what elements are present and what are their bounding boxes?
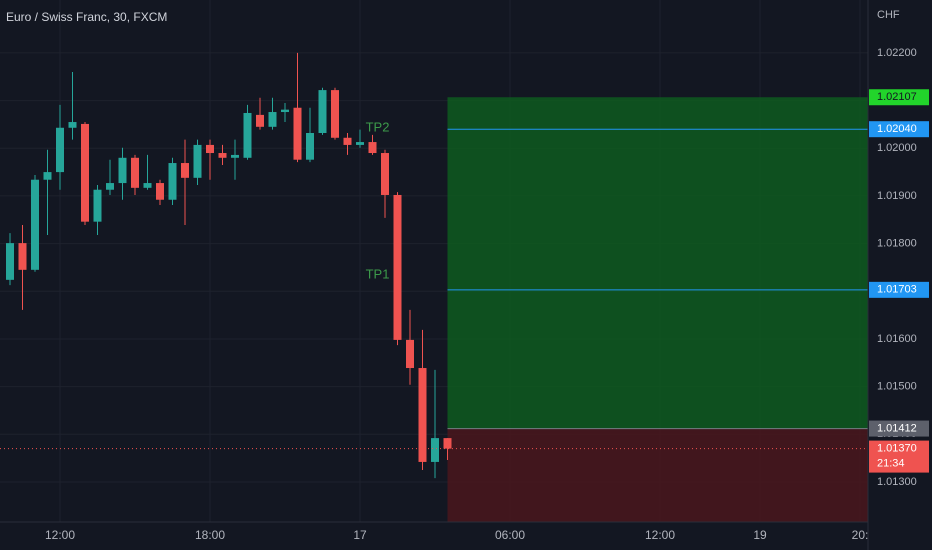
last-price-label: 1.01370 [877, 442, 917, 454]
y-tick-label: 1.01500 [877, 381, 917, 393]
candle-body [406, 339, 414, 369]
y-unit: CHF [877, 9, 900, 21]
candle-body [31, 179, 39, 270]
loss-zone [447, 428, 868, 522]
y-tick-label: 1.01300 [877, 476, 917, 488]
candle-body [168, 163, 177, 200]
candle-body [331, 90, 339, 138]
candle-body [118, 157, 127, 184]
y-tick-label: 1.01800 [877, 238, 917, 250]
level-box [869, 281, 929, 298]
candle-body [381, 153, 389, 195]
x-tick-label: 17 [353, 528, 367, 542]
candle-body [218, 153, 227, 158]
candle-body [81, 123, 89, 222]
candle-body [356, 142, 364, 145]
target-box [869, 89, 929, 106]
plot-area: 12:00 18:00 17 06:00 12:00 19 20: TP2 TP1 [0, 0, 868, 542]
y-tick-label: 1.02000 [877, 142, 917, 154]
candle-body [143, 183, 152, 188]
candle-body [368, 142, 377, 154]
candle-body [56, 127, 64, 173]
y-tick-label: 1.01900 [877, 190, 917, 202]
x-tick-label: 19 [753, 528, 767, 542]
candle-body [18, 243, 27, 270]
level-label: 1.01703 [877, 284, 917, 296]
level-box [869, 121, 929, 138]
candle-body [318, 90, 327, 134]
target-label: 1.02107 [877, 91, 917, 103]
candle-body [343, 137, 352, 145]
candle-body [281, 109, 289, 113]
candle-body [443, 438, 452, 449]
last-price-box [869, 440, 929, 473]
level-name: TP1 [366, 266, 390, 281]
chart-title: Euro / Swiss Franc, 30, FXCM [6, 10, 167, 24]
x-tick-label: 20: [852, 528, 869, 542]
profit-zone [447, 97, 868, 429]
candle-body [131, 157, 139, 188]
x-tick-label: 12:00 [645, 528, 675, 542]
level-name: TP2 [366, 120, 390, 135]
candle-body [206, 144, 214, 154]
candle-body [431, 438, 439, 462]
y-tick-label: 1.01600 [877, 333, 917, 345]
candle-body [93, 189, 102, 222]
candle-body [181, 163, 189, 178]
entry-label: 1.01412 [877, 422, 917, 434]
candle-body [268, 112, 277, 127]
candle-body [43, 172, 52, 180]
candle-body [156, 183, 164, 200]
x-tick-label: 18:00 [195, 528, 225, 542]
level-label: 1.02040 [877, 123, 917, 135]
x-tick-label: 12:00 [45, 528, 75, 542]
candle-body [306, 133, 314, 160]
candle-body [293, 107, 302, 160]
y-tick-label: 1.02200 [877, 47, 917, 59]
entry-box [869, 420, 929, 437]
candle-body [6, 243, 14, 280]
candle-body [68, 122, 77, 128]
candle-body [418, 368, 427, 462]
candle-body [106, 183, 114, 190]
candle-body [256, 114, 264, 127]
candle-body [243, 112, 252, 158]
x-tick-label: 06:00 [495, 528, 525, 542]
candle-body [393, 194, 402, 340]
candle-body [193, 144, 202, 178]
candle-body [231, 154, 239, 158]
countdown: 21:34 [877, 457, 905, 469]
